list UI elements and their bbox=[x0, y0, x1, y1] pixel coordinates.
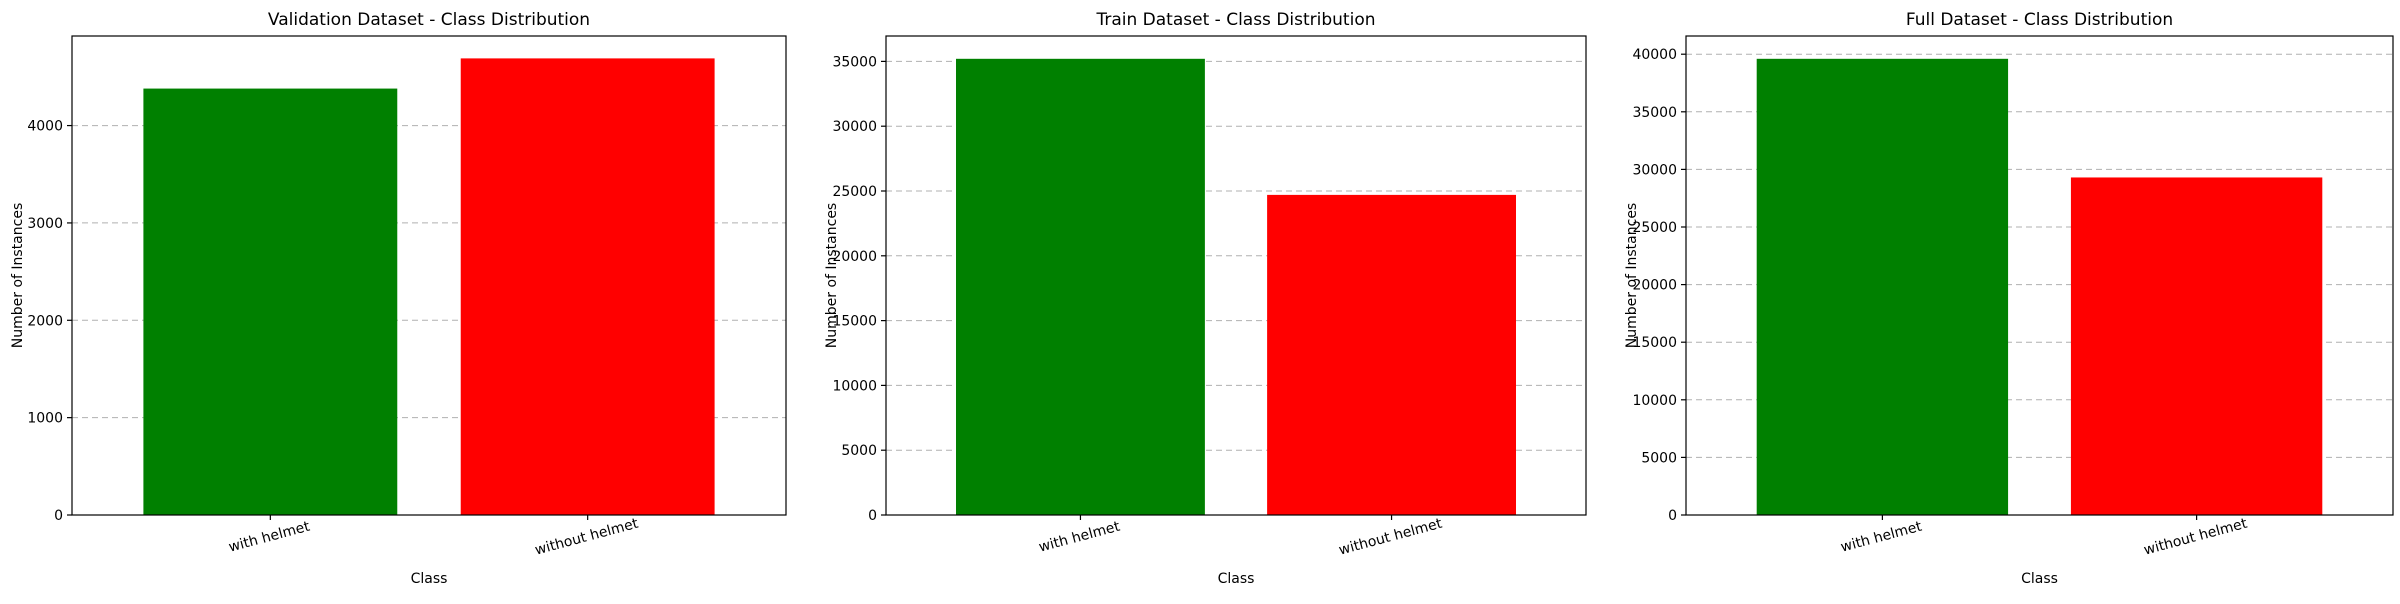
y-tick-label: 0 bbox=[1668, 508, 1677, 524]
chart-panel-1: with helmet without helmet010002000300040… bbox=[10, 10, 787, 587]
y-axis-label: Number of Instances bbox=[10, 203, 26, 348]
y-tick-label: 5000 bbox=[1641, 450, 1677, 466]
y-tick-label: 25000 bbox=[832, 184, 877, 200]
y-tick-label: 10000 bbox=[1632, 393, 1677, 409]
bar-with-helmet bbox=[143, 88, 398, 515]
y-axis-label: Number of Instances bbox=[1624, 203, 1640, 348]
y-tick-label: 15000 bbox=[832, 314, 877, 330]
y-axis-label: Number of Instances bbox=[824, 203, 840, 348]
chart-panel-2: with helmet without helmet050001000015000… bbox=[824, 10, 1587, 587]
axes-frame bbox=[885, 35, 1587, 516]
bar-with-helmet bbox=[956, 58, 1205, 516]
y-tick-label: 0 bbox=[54, 508, 63, 524]
y-tick-label: 25000 bbox=[1632, 220, 1677, 236]
y-tick-label: 35000 bbox=[832, 54, 877, 70]
y-tick-label: 35000 bbox=[1632, 105, 1677, 121]
y-tick-label: 2000 bbox=[27, 313, 63, 329]
chart-title: Train Dataset - Class Distribution bbox=[1095, 10, 1375, 30]
y-tick-label: 5000 bbox=[841, 443, 877, 459]
axes-frame bbox=[71, 35, 787, 516]
y-tick-label: 3000 bbox=[27, 216, 63, 232]
x-axis-label: Class bbox=[411, 571, 448, 587]
chart-title: Full Dataset - Class Distribution bbox=[1906, 10, 2173, 30]
chart-panel-3: with helmet without helmet050001000015000… bbox=[1624, 10, 2394, 587]
y-tick-label: 4000 bbox=[27, 119, 63, 135]
y-tick-label: 20000 bbox=[832, 249, 877, 265]
y-tick-label: 10000 bbox=[832, 378, 877, 394]
chart-title: Validation Dataset - Class Distribution bbox=[268, 10, 590, 30]
y-tick-label: 30000 bbox=[832, 119, 877, 135]
y-tick-label: 40000 bbox=[1632, 47, 1677, 63]
x-axis-label: Class bbox=[2021, 571, 2058, 587]
axes-frame bbox=[1685, 35, 2394, 516]
bar-with-helmet bbox=[1756, 58, 2009, 516]
y-tick-label: 20000 bbox=[1632, 278, 1677, 294]
x-axis-label: Class bbox=[1218, 571, 1255, 587]
bar-without-helmet bbox=[2070, 177, 2323, 515]
y-tick-label: 30000 bbox=[1632, 162, 1677, 178]
bar-without-helmet bbox=[1267, 194, 1516, 515]
y-tick-label: 1000 bbox=[27, 411, 63, 427]
y-tick-label: 15000 bbox=[1632, 335, 1677, 351]
bar-without-helmet bbox=[460, 58, 715, 516]
y-tick-label: 0 bbox=[868, 508, 877, 524]
